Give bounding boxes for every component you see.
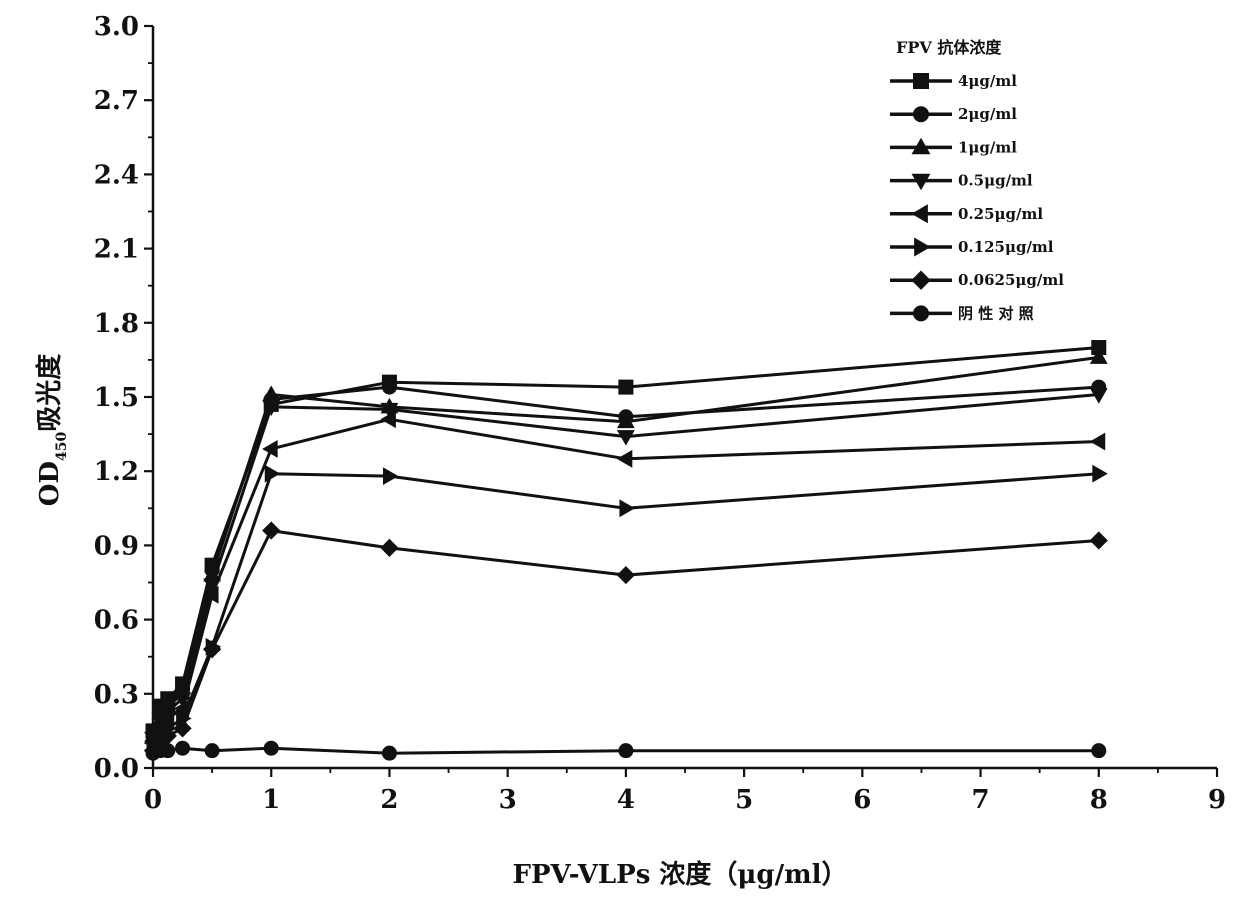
y-tick-label: 1.8 bbox=[94, 309, 139, 339]
y-tick-label: 3.0 bbox=[94, 12, 139, 42]
data-point bbox=[1093, 466, 1107, 482]
data-point bbox=[383, 468, 397, 484]
data-point bbox=[264, 741, 278, 755]
data-point bbox=[263, 522, 280, 539]
data-point bbox=[265, 466, 279, 482]
y-tick-label: 2.4 bbox=[94, 160, 139, 190]
legend-marker bbox=[914, 306, 929, 321]
series-line bbox=[153, 348, 1099, 731]
y-tick-label: 2.7 bbox=[94, 86, 139, 116]
legend-label: 2μg/ml bbox=[958, 105, 1017, 123]
legend-title: FPV 抗体浓度 bbox=[896, 38, 1002, 57]
legend-marker bbox=[914, 74, 929, 89]
series-8 bbox=[146, 741, 1106, 760]
legend-item: 0.25μg/ml bbox=[890, 205, 1043, 223]
legend-item: 4μg/ml bbox=[890, 72, 1017, 90]
y-axis-title-suffix: 吸光度 bbox=[34, 354, 65, 432]
legend-marker bbox=[912, 271, 930, 289]
data-point bbox=[1092, 744, 1106, 758]
legend-marker bbox=[912, 205, 927, 222]
data-point bbox=[1091, 433, 1105, 449]
data-point bbox=[617, 567, 634, 584]
x-tick-label: 7 bbox=[972, 785, 990, 815]
series-1 bbox=[146, 341, 1106, 738]
data-point bbox=[620, 500, 634, 516]
legend-label: 阴 性 对 照 bbox=[958, 304, 1034, 322]
data-point bbox=[618, 431, 634, 445]
y-tick-label: 0.3 bbox=[94, 680, 139, 710]
legend-label: 1μg/ml bbox=[958, 138, 1017, 156]
legend-item: 0.5μg/ml bbox=[890, 172, 1033, 190]
series-6 bbox=[147, 466, 1107, 757]
data-point bbox=[381, 539, 398, 556]
series-lines bbox=[145, 341, 1108, 761]
series-line bbox=[153, 474, 1099, 749]
legend-item: 阴 性 对 照 bbox=[890, 304, 1034, 322]
series-7 bbox=[145, 522, 1108, 759]
data-point bbox=[618, 451, 632, 467]
data-point bbox=[263, 386, 279, 400]
legend-item: 2μg/ml bbox=[890, 105, 1017, 123]
legend-item: 0.125μg/ml bbox=[890, 238, 1054, 256]
x-tick-label: 4 bbox=[617, 785, 635, 815]
x-tick-label: 2 bbox=[380, 785, 398, 815]
data-point bbox=[619, 380, 633, 394]
legend: FPV 抗体浓度 4μg/ml 2μg/ml 1μg/ml 0.5μg/ml 0.25μ… bbox=[890, 38, 1064, 322]
data-point bbox=[382, 746, 396, 760]
data-point bbox=[205, 744, 219, 758]
series-line bbox=[153, 531, 1099, 751]
data-point bbox=[161, 744, 175, 758]
x-tick-label: 6 bbox=[853, 785, 871, 815]
legend-label: 0.125μg/ml bbox=[958, 238, 1054, 256]
x-tick-label: 1 bbox=[262, 785, 280, 815]
y-axis-title: OD450吸光度 bbox=[34, 354, 70, 506]
x-tick-label: 0 bbox=[144, 785, 162, 815]
x-tick-label: 9 bbox=[1208, 785, 1226, 815]
x-tick-label: 8 bbox=[1090, 785, 1108, 815]
data-point bbox=[1090, 532, 1107, 549]
legend-label: 0.5μg/ml bbox=[958, 172, 1033, 190]
y-tick-label: 2.1 bbox=[94, 235, 139, 265]
legend-marker bbox=[914, 107, 929, 122]
data-point bbox=[619, 744, 633, 758]
legend-item: 1μg/ml bbox=[890, 138, 1017, 156]
legend-label: 0.25μg/ml bbox=[958, 205, 1043, 223]
legend-label: 0.0625μg/ml bbox=[958, 271, 1064, 289]
legend-item: 0.0625μg/ml bbox=[890, 271, 1064, 289]
legend-marker bbox=[915, 238, 930, 255]
y-tick-label: 1.2 bbox=[94, 457, 139, 487]
y-tick-label: 0.9 bbox=[94, 531, 139, 561]
legend-label: 4μg/ml bbox=[958, 72, 1017, 90]
x-tick-label: 5 bbox=[735, 785, 753, 815]
y-axis-title-main: OD bbox=[35, 461, 65, 506]
y-axis-title-sub: 450 bbox=[54, 432, 70, 461]
y-tick-label: 0.6 bbox=[94, 606, 139, 636]
y-tick-label: 0.0 bbox=[94, 754, 139, 784]
x-tick-label: 3 bbox=[499, 785, 517, 815]
x-axis-title: FPV-VLPs 浓度（μg/ml） bbox=[513, 859, 848, 890]
data-point bbox=[382, 380, 396, 394]
y-tick-label: 1.5 bbox=[94, 383, 139, 413]
data-point bbox=[176, 741, 190, 755]
